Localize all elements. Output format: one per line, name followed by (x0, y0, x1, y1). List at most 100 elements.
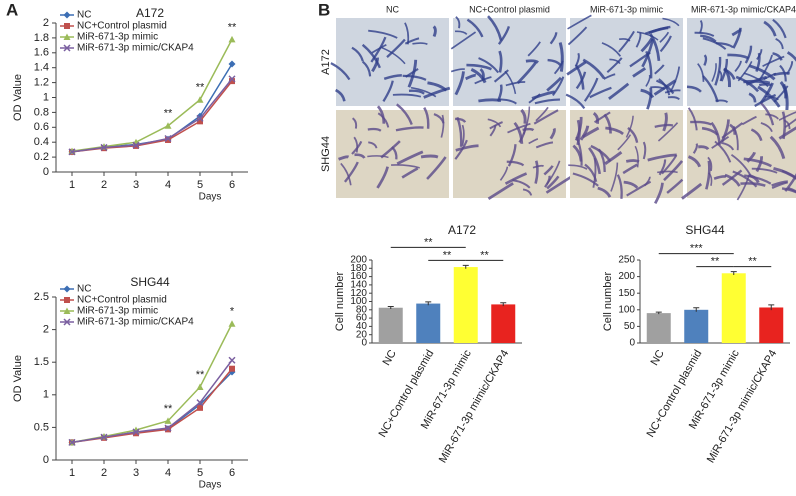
cell (686, 85, 702, 93)
cell (392, 93, 422, 98)
cells (454, 106, 572, 201)
y-tick-label: 2.5 (34, 291, 49, 303)
cell (705, 160, 711, 190)
cell (735, 75, 760, 93)
y-tick-label: 100 (618, 304, 635, 315)
point (228, 35, 236, 43)
cell (507, 144, 517, 167)
cell (465, 73, 476, 81)
cell (687, 107, 698, 131)
cell (787, 186, 796, 193)
cell (731, 28, 742, 37)
y-axis-label: Cell number (602, 272, 614, 332)
cell (566, 60, 587, 76)
cell (470, 68, 487, 84)
cell (407, 59, 418, 88)
cell (743, 72, 769, 88)
point (164, 417, 172, 424)
cell (654, 123, 674, 128)
chart-title: SHG44 (685, 223, 725, 237)
cell (584, 163, 598, 182)
x-tick-label: 5 (197, 179, 203, 191)
x-tick-label: 4 (165, 179, 171, 191)
y-tick-label: 50 (624, 321, 636, 332)
cell (376, 105, 386, 124)
y-tick-label: 1 (43, 389, 49, 401)
micrograph (453, 18, 566, 106)
cell (386, 38, 406, 59)
cell (579, 125, 590, 141)
cell (657, 122, 679, 142)
cell (396, 150, 424, 166)
cell (784, 118, 796, 129)
cell (616, 174, 623, 199)
cell (440, 114, 445, 138)
y-tick-label: 180 (350, 263, 367, 274)
y-tick-label: 1 (43, 91, 49, 103)
cell (702, 37, 727, 50)
cell (640, 88, 655, 99)
y-axis-label: OD Value (12, 355, 24, 402)
y-tick-label: 140 (350, 280, 367, 291)
cell (589, 86, 612, 99)
cell (601, 42, 622, 57)
cell (694, 31, 715, 37)
cell (784, 173, 796, 192)
cell (754, 93, 777, 108)
cell (450, 31, 477, 50)
cell (582, 126, 600, 139)
cell (498, 50, 503, 73)
legend-label: NC+Control plasmid (77, 21, 167, 32)
y-axis-label: Cell number (334, 272, 346, 332)
legend-label: MiR-671-3p mimic (77, 32, 158, 43)
legend-marker (63, 307, 71, 314)
point (165, 426, 171, 433)
cells (568, 111, 684, 204)
cell (618, 30, 635, 53)
cell (763, 72, 777, 81)
point (164, 424, 172, 432)
y-tick-label: 40 (356, 321, 368, 332)
cell (487, 118, 502, 128)
cell (721, 169, 743, 186)
chart-title: A172 (136, 6, 164, 20)
significance: ** (748, 256, 757, 268)
error-bar (462, 264, 469, 269)
x-tick-label: 6 (229, 179, 235, 191)
x-tick-label: 1 (69, 467, 75, 479)
cell (690, 120, 712, 126)
legend-marker (63, 44, 71, 52)
cell (772, 18, 787, 39)
cell (525, 59, 539, 64)
cell (567, 26, 588, 46)
bar (378, 307, 403, 343)
significance: * (230, 306, 235, 318)
error-bar (768, 304, 775, 311)
bar (759, 307, 784, 343)
cell (361, 60, 372, 77)
cell (498, 98, 517, 105)
cell (367, 155, 389, 159)
point (196, 383, 204, 390)
column-label: MiR-671-3p mimic (590, 4, 664, 14)
cell (617, 134, 632, 151)
cell (760, 102, 775, 126)
point (165, 136, 171, 143)
cell (455, 117, 467, 123)
cell (575, 71, 587, 90)
cell (736, 175, 750, 201)
cell (466, 63, 492, 71)
cell (423, 107, 430, 129)
cell (758, 54, 774, 81)
y-tick-label: 0.4 (34, 136, 49, 148)
cell (772, 52, 783, 61)
cell (338, 155, 350, 161)
error-bar (693, 307, 700, 312)
point (100, 143, 108, 151)
cell (748, 92, 757, 103)
cell (643, 176, 651, 187)
cell (489, 121, 503, 130)
cell (632, 67, 647, 78)
x-tick-label: 1 (69, 179, 75, 191)
